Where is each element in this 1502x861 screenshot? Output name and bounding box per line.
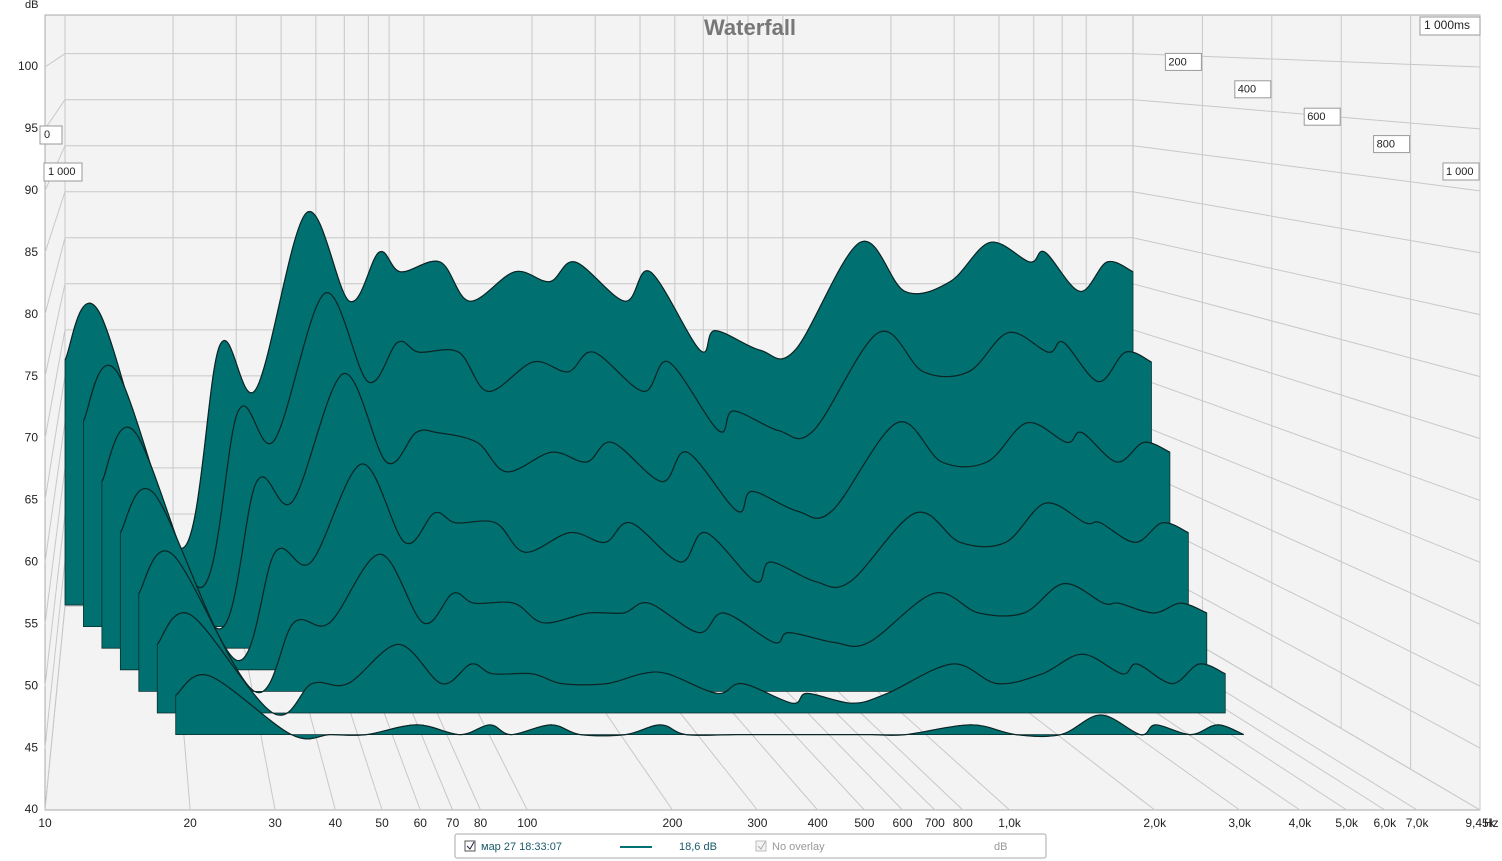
x-tick-label: 30 xyxy=(268,816,282,830)
slice-line xyxy=(64,210,1134,549)
y-tick-label: 50 xyxy=(25,678,39,692)
y-tick-label: 55 xyxy=(25,616,39,630)
slice-line xyxy=(119,463,1189,661)
legend-box xyxy=(454,833,1047,859)
legend-unit: dB xyxy=(994,841,1007,853)
depth-end-box xyxy=(1419,16,1481,36)
wall-line xyxy=(44,237,66,315)
depth-label-box xyxy=(1164,52,1202,71)
x-tick-label: 100 xyxy=(517,816,537,830)
x-tick-label: 20 xyxy=(184,816,198,830)
wall-line xyxy=(44,605,66,811)
x-tick-label: 300 xyxy=(747,816,767,830)
legend-series-name: мар 27 18:33:07 xyxy=(481,841,562,853)
slice-line xyxy=(156,612,1226,716)
check-mark xyxy=(466,841,475,850)
depth-tick-label: 600 xyxy=(1307,111,1325,123)
depth-label-box xyxy=(1442,162,1480,181)
depth-tick-label: 800 xyxy=(1377,139,1395,151)
x-tick-label: 4,0k xyxy=(1289,816,1313,830)
depth-tick-label: 400 xyxy=(1238,84,1256,96)
left-depth-label: 1 000 xyxy=(48,166,76,178)
wall-line xyxy=(44,421,66,563)
x-tick-label: 2,0k xyxy=(1143,816,1167,830)
depth-end-label: 1 000ms xyxy=(1424,18,1470,32)
x-tick-label: 600 xyxy=(893,816,913,830)
x-tick-label: 500 xyxy=(854,816,874,830)
y-tick-label: 90 xyxy=(25,183,39,197)
overlay-checkbox[interactable] xyxy=(755,840,767,852)
x-tick-label: 70 xyxy=(446,816,460,830)
y-tick-label: 80 xyxy=(25,307,39,321)
wall-line xyxy=(1132,191,1481,254)
wall-line xyxy=(44,375,66,501)
x-tick-label: 60 xyxy=(414,816,428,830)
x-tick-label: 80 xyxy=(474,816,488,830)
y-axis-label: dB xyxy=(25,0,38,11)
slice-line xyxy=(175,674,1244,740)
wall-line xyxy=(44,559,66,749)
legend: мар 27 18:33:07 18,6 dB No overlay dB xyxy=(454,833,1047,859)
left-label-box xyxy=(43,162,83,182)
legend-overlay: No overlay xyxy=(772,841,825,853)
slice-line xyxy=(101,373,1171,630)
y-tick-label: 100 xyxy=(18,59,38,73)
x-tick-label: 40 xyxy=(329,816,343,830)
wall-line xyxy=(44,329,66,439)
y-tick-label: 65 xyxy=(25,493,39,507)
legend-checkbox[interactable] xyxy=(464,840,476,852)
x-tick-label: 5,0k xyxy=(1335,816,1359,830)
x-tick-label: 800 xyxy=(953,816,973,830)
y-tick-label: 45 xyxy=(25,740,39,754)
y-tick-label: 70 xyxy=(25,431,39,445)
x-tick-label: 3,0k xyxy=(1228,816,1252,830)
legend-level: 18,6 dB xyxy=(679,841,717,853)
wall-line xyxy=(1132,329,1481,439)
depth-label-box xyxy=(1303,107,1341,126)
wall-line xyxy=(1132,237,1481,316)
wall-line xyxy=(44,191,66,253)
x-tick-label: 400 xyxy=(808,816,828,830)
x-tick-label: 200 xyxy=(662,816,682,830)
wall-line xyxy=(1132,559,1481,749)
y-tick-label: 85 xyxy=(25,245,39,259)
wall-line xyxy=(44,283,66,377)
chart-title: Waterfall xyxy=(704,15,796,40)
check-mark xyxy=(757,841,766,850)
y-tick-label: 75 xyxy=(25,369,39,383)
x-tick-label: 7,0k xyxy=(1406,816,1430,830)
x-tick-label: 50 xyxy=(375,816,389,830)
depth-tick-label: 200 xyxy=(1168,56,1186,68)
x-tick-label: 6,0k xyxy=(1374,816,1398,830)
y-tick-label: 60 xyxy=(25,555,39,569)
wall-line xyxy=(44,53,66,68)
slices xyxy=(64,210,1244,740)
wall-line xyxy=(44,467,66,625)
axes: 10 20 30 40 50 60 70 80 100 200 300 400 500 600 700 800… xyxy=(18,52,1496,830)
wall-line xyxy=(44,513,66,687)
wall-line xyxy=(1132,513,1481,687)
slice-line xyxy=(82,292,1152,589)
x-tick-label: 9,45k xyxy=(1465,816,1495,830)
y-tick-label: 40 xyxy=(25,802,39,816)
wall-line xyxy=(1132,145,1481,192)
wall-line xyxy=(44,99,66,130)
y-tick-label: 95 xyxy=(25,121,39,135)
depth-label-box xyxy=(1234,80,1272,99)
x-tick-label: 10 xyxy=(38,816,52,830)
x-tick-label: 700 xyxy=(925,816,945,830)
depth-tick-label: 1 000 xyxy=(1446,166,1474,178)
wall-line xyxy=(1132,421,1481,563)
x-axis-unit: Hz xyxy=(1484,816,1499,830)
x-tick-label: 1,0k xyxy=(998,816,1022,830)
left-depth-label: 0 xyxy=(44,129,50,141)
slice-line xyxy=(138,550,1208,694)
wall-line xyxy=(1132,283,1481,378)
left-label-box xyxy=(39,125,63,145)
wall-line xyxy=(1132,375,1481,501)
wall-line xyxy=(1132,467,1481,625)
depth-label-box xyxy=(1373,135,1411,154)
